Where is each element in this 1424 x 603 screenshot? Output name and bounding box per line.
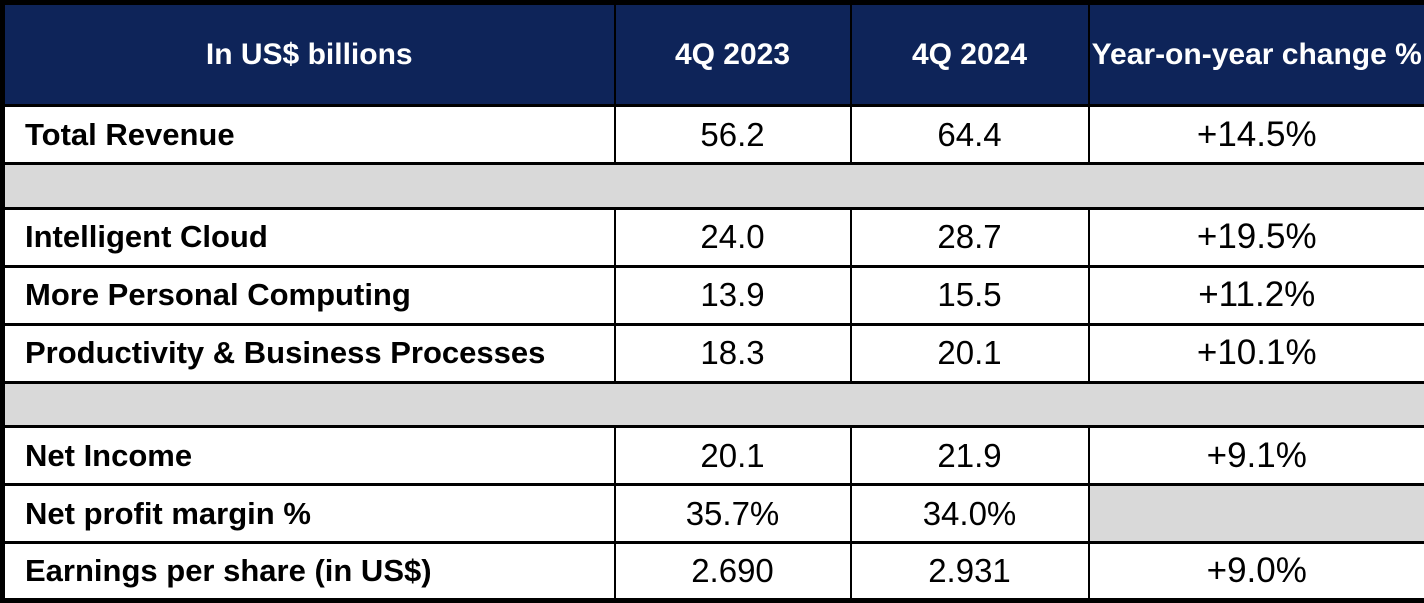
value-yoy-change: +9.0%: [1087, 541, 1424, 602]
value-q4-2023: 35.7%: [613, 483, 852, 545]
table-row-net-income: Net Income 20.1 21.9 +9.1%: [1, 425, 1424, 487]
spacer-row: [2, 380, 1424, 429]
table-row-total-revenue: Total Revenue 56.2 64.4 +14.5%: [1, 104, 1424, 166]
row-label: Net Income: [1, 425, 616, 487]
value-q4-2024: 64.4: [849, 104, 1090, 166]
value-q4-2023: 18.3: [613, 322, 852, 384]
value-q4-2024: 2.931: [849, 541, 1090, 602]
table-row-more-personal-computing: More Personal Computing 13.9 15.5 +11.2%: [1, 264, 1424, 326]
table-row-net-profit-margin: Net profit margin % 35.7% 34.0%: [1, 483, 1424, 545]
table-header-row: In US$ billions 4Q 2023 4Q 2024 Year-on-…: [1, 0, 1424, 108]
value-yoy-change: +19.5%: [1087, 206, 1424, 268]
value-q4-2024: 28.7: [849, 206, 1090, 268]
value-q4-2024: 34.0%: [849, 483, 1090, 545]
header-cell-q4-2023: 4Q 2023: [613, 0, 852, 108]
value-q4-2024: 20.1: [849, 322, 1090, 384]
table-row-intelligent-cloud: Intelligent Cloud 24.0 28.7 +19.5%: [1, 206, 1424, 268]
row-label: Net profit margin %: [1, 483, 616, 545]
value-q4-2024: 21.9: [849, 425, 1090, 487]
header-cell-q4-2024: 4Q 2024: [849, 0, 1090, 108]
header-cell-units: In US$ billions: [1, 0, 616, 108]
table-row-earnings-per-share: Earnings per share (in US$) 2.690 2.931 …: [1, 541, 1424, 602]
row-label: Intelligent Cloud: [1, 206, 616, 268]
value-q4-2023: 56.2: [613, 104, 852, 166]
spacer-band: [2, 162, 1424, 210]
value-q4-2023: 2.690: [613, 541, 852, 602]
value-yoy-change: +11.2%: [1087, 264, 1424, 326]
value-yoy-change: +9.1%: [1087, 425, 1424, 487]
row-label: More Personal Computing: [1, 264, 616, 326]
value-q4-2024: 15.5: [849, 264, 1090, 326]
value-q4-2023: 24.0: [613, 206, 852, 268]
value-yoy-change-empty: [1088, 483, 1424, 545]
value-yoy-change: +10.1%: [1087, 322, 1424, 384]
row-label: Earnings per share (in US$): [1, 541, 616, 602]
value-yoy-change: +14.5%: [1087, 104, 1424, 166]
table-row-productivity-business-processes: Productivity & Business Processes 18.3 2…: [1, 322, 1424, 384]
value-q4-2023: 20.1: [613, 425, 852, 487]
value-q4-2023: 13.9: [613, 264, 852, 326]
spacer-band: [2, 380, 1424, 429]
row-label: Productivity & Business Processes: [1, 322, 616, 384]
row-label: Total Revenue: [1, 104, 616, 166]
spacer-row: [2, 162, 1424, 210]
header-cell-yoy-change: Year-on-year change %: [1087, 0, 1424, 108]
